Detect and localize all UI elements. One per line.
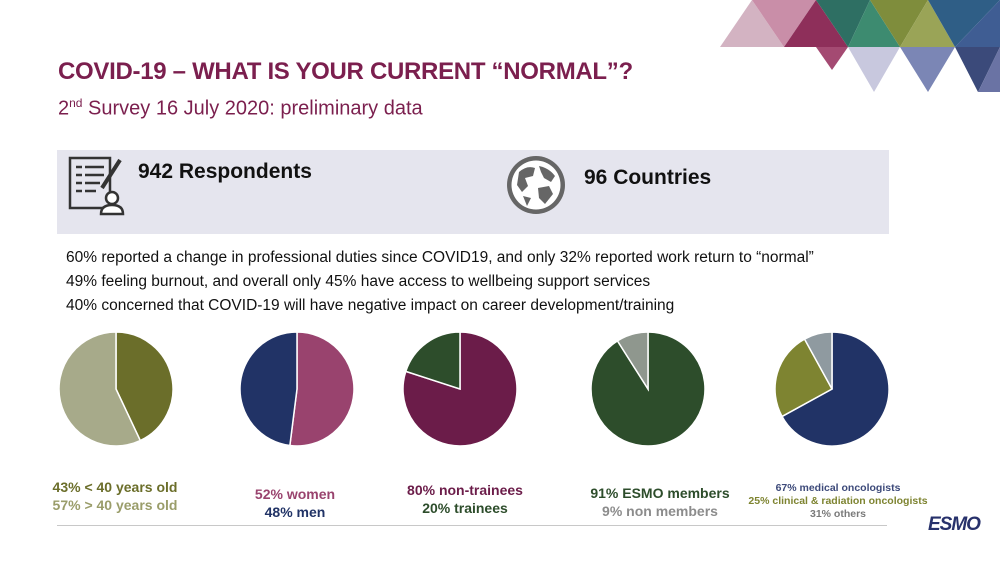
pie-4-slice-1 [590, 331, 706, 447]
pie-2-slice-2 [239, 331, 298, 447]
pie-legend-training: 80% non-trainees 20% trainees [385, 481, 545, 517]
page-subtitle: 2nd Survey 16 July 2020: preliminary dat… [58, 96, 423, 120]
survey-form-icon [68, 156, 125, 216]
pie-1-slice-2 [58, 331, 142, 447]
slice-label: 80% non-trainees [407, 482, 523, 498]
footer-divider [57, 525, 887, 526]
slice-label: 48% men [264, 504, 326, 520]
globe-icon [507, 156, 565, 214]
finding-line: 40% concerned that COVID-19 will have ne… [66, 297, 675, 314]
pie-5-slice-3 [803, 331, 833, 390]
pie-5-slice-2 [774, 338, 834, 418]
pie-2-slice-1 [289, 331, 355, 447]
pie-3-slice-2 [404, 331, 461, 391]
countries-count: 96 Countries [584, 166, 712, 189]
respondents-count: 942 Respondents [138, 160, 312, 183]
finding-line: 49% feeling burnout, and overall only 45… [66, 273, 651, 290]
slice-label: 57% > 40 years old [52, 497, 178, 513]
pie-legend-gender: 52% women 48% men [220, 485, 370, 521]
slice-label: 43% < 40 years old [52, 479, 178, 495]
page-title: COVID-19 – WHAT IS YOUR CURRENT “NORMAL”… [58, 58, 633, 85]
slice-label: 20% trainees [422, 500, 508, 516]
stats-band [57, 150, 889, 234]
esmo-logo: ESMO [928, 514, 981, 535]
pie-1-slice-1 [115, 331, 174, 442]
pie-3-slice-1 [402, 331, 518, 447]
slice-label: 9% non members [602, 503, 718, 519]
slice-label: 52% women [254, 486, 336, 502]
slice-label: 31% others [809, 508, 867, 520]
pie-legend-age: 43% < 40 years old 57% > 40 years old [40, 478, 190, 514]
slice-label: 25% clinical & radiation oncologists [748, 495, 928, 507]
pie-legend-membership: 91% ESMO members 9% non members [575, 484, 745, 520]
pie-4-slice-2 [616, 331, 649, 392]
finding-line: 60% reported a change in professional du… [66, 249, 814, 266]
slice-label: 67% medical oncologists [775, 482, 901, 494]
pie-legend-specialty: 67% medical oncologists 25% clinical & r… [738, 482, 938, 521]
pie-5-slice-1 [781, 331, 890, 447]
key-findings: 60% reported a change in professional du… [66, 246, 814, 318]
slice-label: 91% ESMO members [590, 485, 730, 501]
